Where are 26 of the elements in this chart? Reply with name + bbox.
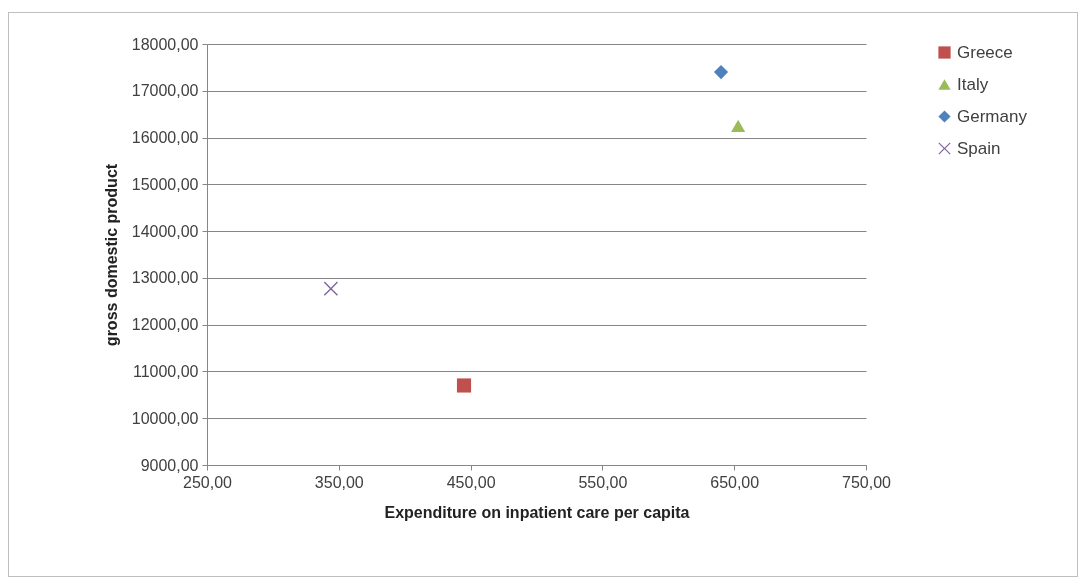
- y-tick-label: 14000,00: [131, 222, 199, 240]
- x-tick-label: 550,00: [578, 473, 628, 491]
- y-tick-label: 15000,00: [131, 175, 199, 193]
- point: [731, 119, 746, 132]
- legend-label: Greece: [957, 42, 1013, 62]
- x-tick-label: 750,00: [842, 473, 892, 491]
- y-tick-label: 16000,00: [131, 129, 199, 147]
- point: [323, 281, 338, 296]
- x-tick-label: 250,00: [183, 473, 233, 491]
- y-tick-label: 11000,00: [132, 362, 199, 380]
- x-tick-label: 650,00: [710, 473, 760, 491]
- legend-label: Spain: [957, 138, 1001, 158]
- legend-label: Italy: [957, 74, 989, 94]
- y-tick-label: 9000,00: [140, 456, 199, 474]
- legend-label: Germany: [957, 106, 1028, 126]
- x-tick-label: 350,00: [314, 473, 364, 491]
- y-tick-label: 13000,00: [131, 269, 199, 287]
- y-tick-label: 17000,00: [131, 82, 199, 100]
- x-tick-label: 450,00: [446, 473, 496, 491]
- y-tick-label: 12000,00: [131, 316, 199, 334]
- point: [713, 65, 729, 80]
- y-tick-label: 10000,00: [131, 409, 199, 427]
- y-axis-title: gross domestic product: [102, 163, 120, 347]
- point: [456, 378, 472, 393]
- x-axis-title: Expenditure on inpatient care per capita: [384, 503, 690, 521]
- y-tick-label: 18000,00: [131, 35, 199, 53]
